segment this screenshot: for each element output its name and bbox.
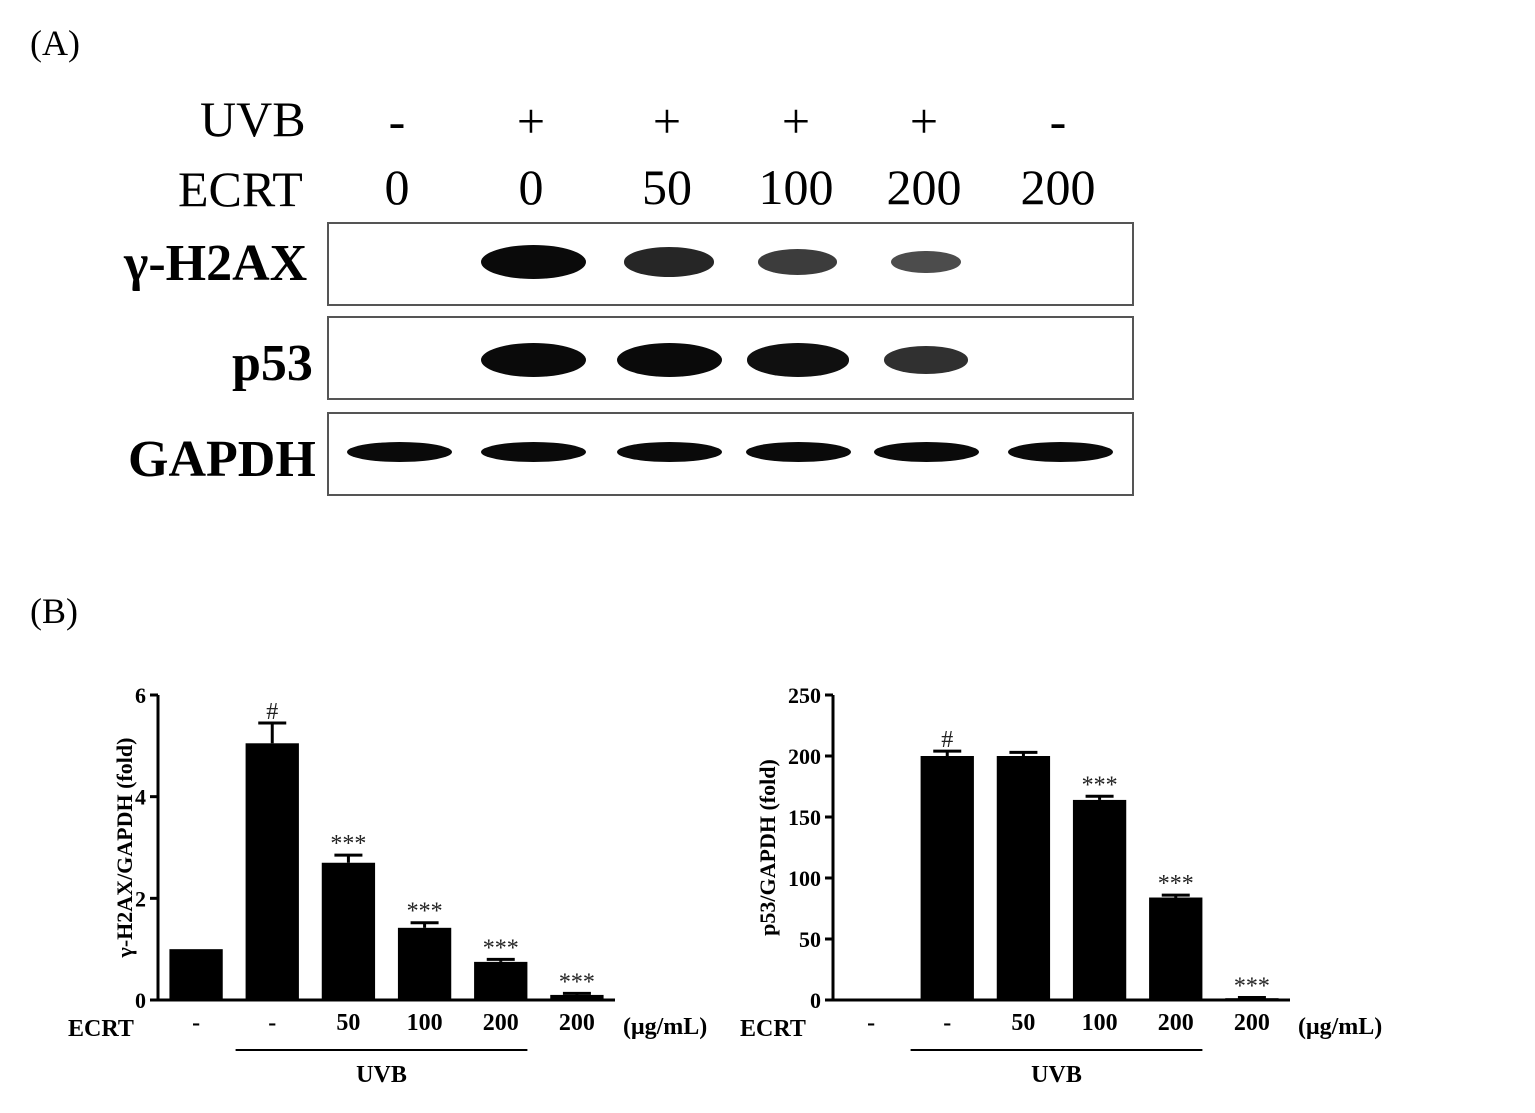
significance-label: *** — [330, 831, 366, 857]
bar — [844, 998, 898, 1001]
band-gapdh-lane-3 — [745, 442, 851, 462]
x-tick-label: 50 — [336, 1010, 360, 1036]
band-gapdh-lane-4 — [873, 442, 979, 462]
bar — [996, 756, 1051, 1000]
y-tick-label: 150 — [788, 805, 821, 830]
significance-label: # — [941, 727, 953, 753]
ecrt-value-0: 0 — [384, 159, 410, 215]
x-tick-label: - — [192, 1010, 200, 1036]
band-gapdh-lane-1 — [480, 442, 586, 462]
band-h2ax-lane-3 — [758, 249, 838, 275]
blot-gapdh — [327, 412, 1134, 496]
x-prefix-label: ECRT — [740, 1016, 806, 1042]
bar — [1149, 897, 1203, 1000]
y-tick-label: 4 — [135, 785, 146, 810]
y-tick-label: 200 — [788, 744, 821, 769]
uvb-sign-3: + — [781, 93, 811, 149]
y-tick-label: 250 — [788, 683, 821, 708]
x-tick-label: 200 — [483, 1010, 519, 1036]
x-tick-label: 200 — [1158, 1010, 1194, 1036]
bar — [1225, 998, 1279, 1000]
blot-label-gamma-h2ax: γ-H2AX — [124, 235, 308, 292]
significance-label: *** — [1234, 974, 1270, 1000]
ecrt-value-5: 200 — [1020, 159, 1096, 215]
ecrt-value-1: 0 — [518, 159, 544, 215]
bar — [550, 994, 604, 1000]
uvb-sign-1: + — [516, 93, 546, 149]
cropped-caption-strip — [0, 1096, 1535, 1113]
band-p53-lane-4 — [883, 346, 969, 374]
x-tick-label: 200 — [559, 1010, 595, 1036]
bar — [245, 743, 299, 1000]
uvb-group-label: UVB — [1031, 1062, 1082, 1088]
y-axis-label: p53/GAPDH (fold) — [755, 759, 780, 936]
x-tick-label: 100 — [1082, 1010, 1118, 1036]
x-prefix-label: ECRT — [68, 1016, 134, 1042]
band-h2ax-lane-4 — [890, 250, 962, 274]
bar — [321, 862, 376, 1000]
bar — [920, 756, 974, 1000]
significance-label: *** — [1082, 772, 1118, 798]
significance-label: *** — [483, 935, 519, 961]
y-tick-label: 50 — [799, 927, 821, 952]
y-tick-label: 2 — [135, 886, 146, 911]
x-tick-label: - — [867, 1010, 875, 1036]
unit-label: (μg/mL) — [623, 1014, 707, 1040]
blot-p53 — [327, 316, 1134, 400]
uvb-sign-4: + — [909, 93, 939, 149]
bar — [474, 961, 528, 1000]
ecrt-value-4: 200 — [886, 159, 962, 215]
significance-label: *** — [407, 899, 443, 925]
blot-label-gapdh: GAPDH — [128, 431, 316, 488]
band-gapdh-lane-5 — [1007, 442, 1113, 462]
band-p53-lane-2 — [616, 343, 722, 377]
blot-label-p53: p53 — [232, 335, 313, 392]
ecrt-value-3: 100 — [758, 159, 834, 215]
band-h2ax-lane-2 — [623, 247, 715, 277]
significance-label: *** — [559, 969, 595, 995]
significance-label: # — [266, 699, 278, 725]
x-tick-label: - — [268, 1010, 276, 1036]
y-tick-label: 0 — [810, 988, 821, 1013]
unit-label: (μg/mL) — [1298, 1014, 1382, 1040]
uvb-group-label: UVB — [356, 1062, 407, 1088]
band-gapdh-lane-2 — [616, 442, 722, 462]
bar — [169, 949, 223, 1000]
y-tick-label: 100 — [788, 866, 821, 891]
x-tick-label: 100 — [407, 1010, 443, 1036]
bar — [1072, 799, 1127, 1000]
x-tick-label: 200 — [1234, 1010, 1270, 1036]
blot-gamma-h2ax — [327, 222, 1134, 306]
y-axis-label: γ-H2AX/GAPDH (fold) — [112, 738, 137, 959]
x-tick-label: - — [943, 1010, 951, 1036]
y-tick-label: 0 — [135, 988, 146, 1013]
panel-a-label: (A) — [30, 23, 80, 63]
panel-b-label: (B) — [30, 591, 78, 631]
band-p53-lane-1 — [480, 343, 586, 377]
band-gapdh-lane-0 — [346, 442, 452, 462]
y-tick-label: 6 — [135, 683, 146, 708]
chart-gamma-h2ax: 0 2 4 6 γ-H2AX/GAPDH (fold) - # - *** 50 *** 100 ***… — [68, 683, 707, 1088]
significance-label: *** — [1158, 871, 1194, 897]
bar — [397, 927, 452, 1000]
ecrt-value-2: 50 — [642, 159, 692, 215]
x-tick-label: 50 — [1011, 1010, 1035, 1036]
uvb-sign-5: - — [1049, 93, 1067, 149]
band-p53-lane-3 — [746, 343, 850, 377]
uvb-sign-0: - — [388, 93, 406, 149]
ecrt-row-label: ECRT — [178, 161, 303, 217]
uvb-sign-2: + — [652, 93, 682, 149]
band-h2ax-lane-1 — [480, 245, 586, 279]
uvb-row-label: UVB — [200, 91, 306, 147]
chart-p53: 0 50 100 150 200 250 p53/GAPDH (fold) - # - 50 *** 1… — [740, 683, 1382, 1088]
